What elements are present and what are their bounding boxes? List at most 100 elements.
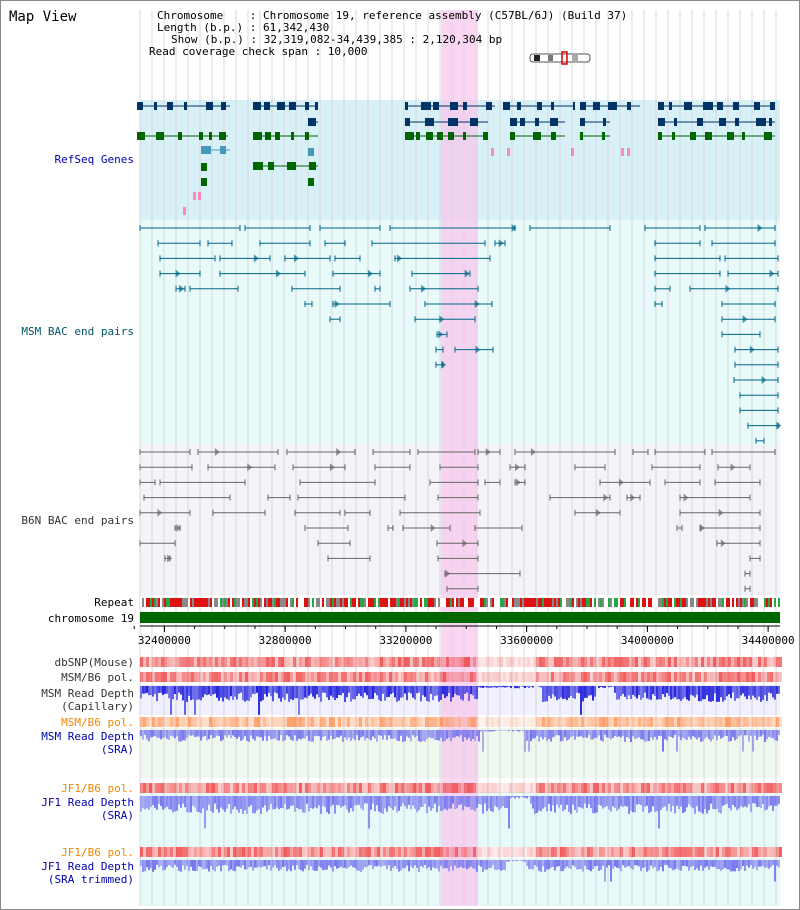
msm-cap-depth-bar [666, 686, 668, 694]
msm-pol-heat [344, 672, 347, 682]
msm-pol-heat [686, 672, 689, 682]
jf1-pol-heat [206, 783, 209, 793]
jf1-pol-heat [521, 783, 524, 793]
msm-cap-depth-bar [652, 686, 654, 695]
msm-cap-depth-bar [186, 686, 188, 702]
msm-sra-depth-bar [594, 730, 596, 738]
jf1-pol-heat [764, 783, 767, 793]
dbsnp-heat [389, 657, 392, 667]
jf1-sra-depth-bar [296, 796, 298, 808]
jf1-trim-depth-bar [354, 860, 356, 868]
jf1-pol2-heat [176, 847, 179, 857]
jf1-trim-depth-bar [142, 860, 144, 872]
msm-pol-heat [323, 672, 326, 682]
msm-pol2-heat [764, 717, 767, 727]
jf1-sra-depth-bar [240, 796, 242, 809]
track-label-refseq[interactable]: RefSeq Genes [54, 153, 134, 166]
repeat-mark [154, 598, 156, 607]
jf1-sra-depth-bar [144, 796, 146, 810]
msm-pol2-heat [683, 717, 686, 727]
jf1-pol-heat [755, 783, 758, 793]
dbsnp-heat [401, 657, 404, 667]
msm-sra-depth-bar [248, 730, 250, 742]
msm-cap-depth-bar [774, 686, 776, 700]
msm-pol2-heat [302, 717, 305, 727]
jf1-sra-depth-bar [554, 796, 556, 813]
msm-pol2-heat [533, 717, 536, 727]
msm-pol-heat [551, 672, 554, 682]
msm-bac-pair-arrow [725, 284, 731, 293]
dbsnp-heat [341, 657, 344, 667]
jf1-pol2-heat [638, 847, 641, 857]
jf1-trim-depth-bar [216, 860, 218, 867]
jf1-pol2-heat [425, 847, 428, 857]
jf1-sra-depth-bar [334, 796, 336, 814]
jf1-pol-heat [290, 783, 293, 793]
msm-cap-depth-bar [754, 686, 756, 698]
msm-pol2-heat [329, 717, 332, 727]
dbsnp-heat [614, 657, 617, 667]
jf1-pol-heat [746, 783, 749, 793]
msm-bac-pair-arrow [367, 269, 373, 278]
jf1-sra-depth-bar [398, 796, 400, 811]
msm-pol2-heat [467, 717, 470, 727]
dbsnp-heat [197, 657, 200, 667]
jf1-sra-depth-bar [180, 796, 182, 808]
track-label-b6n-bac[interactable]: B6N BAC end pairs [21, 514, 134, 527]
msm-pol-heat [404, 672, 407, 682]
msm-cap-depth-bar [746, 686, 748, 700]
jf1-pol2-heat [200, 847, 203, 857]
msm-pol-heat [581, 672, 584, 682]
jf1-pol2-heat [335, 847, 338, 857]
msm-sra-depth-bar [754, 730, 756, 736]
jf1-pol2-heat [704, 847, 707, 857]
jf1-sra-depth-bar [246, 796, 248, 814]
jf1-pol2-heat [515, 847, 518, 857]
jf1-pol2-heat [185, 847, 188, 857]
repeat-mark [304, 598, 306, 607]
jf1-pol2-heat [362, 847, 365, 857]
jf1-pol2-heat [695, 847, 698, 857]
msm-sra-depth-bar [334, 730, 336, 739]
msm-bac-pair-arrow [397, 254, 403, 263]
repeat-mark [666, 598, 668, 607]
msm-pol2-heat [446, 717, 449, 727]
jf1-pol2-heat [527, 847, 530, 857]
gene-green-row-exon [219, 132, 226, 140]
jf1-sra-depth-bar [632, 796, 634, 813]
msm-bac-pair-arrow [334, 300, 340, 308]
msm-sra-depth-bar [482, 730, 484, 752]
msm-pol-heat [488, 672, 491, 682]
jf1-pol2-heat [314, 847, 317, 857]
dbsnp-heat [494, 657, 497, 667]
jf1-trim-depth-bar [214, 860, 216, 872]
dbsnp-heat [764, 657, 767, 667]
jf1-sra-depth-bar [496, 796, 498, 808]
repeat-mark [232, 598, 234, 607]
dbsnp-heat [260, 657, 263, 667]
jf1-trim-depth-bar [210, 860, 212, 867]
jf1-trim-depth-bar [190, 860, 192, 867]
repeat-mark [430, 598, 432, 607]
msm-sra-depth-bar [486, 730, 488, 732]
jf1-pol2-heat [194, 847, 197, 857]
msm-sra-depth-bar [608, 730, 610, 738]
msm-cap-depth-bar [382, 686, 384, 694]
msm-pol2-heat [326, 717, 329, 727]
msm-cap-depth-bar [366, 686, 368, 696]
msm-cap-depth-bar [332, 686, 334, 698]
jf1-pol2-heat [449, 847, 452, 857]
jf1-sra-depth-bar [472, 796, 474, 810]
track-label-msm-bac[interactable]: MSM BAC end pairs [21, 325, 134, 338]
msm-pol2-heat [470, 717, 473, 727]
jf1-trim-depth-bar [406, 860, 408, 866]
jf1-trim-depth-bar [298, 860, 300, 869]
repeat-mark [718, 598, 720, 607]
jf1-trim-depth-bar [414, 860, 416, 866]
jf1-trim-depth-bar [426, 860, 428, 869]
msm-sra-depth-bar [478, 730, 480, 742]
jf1-pol-heat [248, 783, 251, 793]
jf1-sra-depth-bar [386, 796, 388, 812]
dbsnp-heat [722, 657, 725, 667]
